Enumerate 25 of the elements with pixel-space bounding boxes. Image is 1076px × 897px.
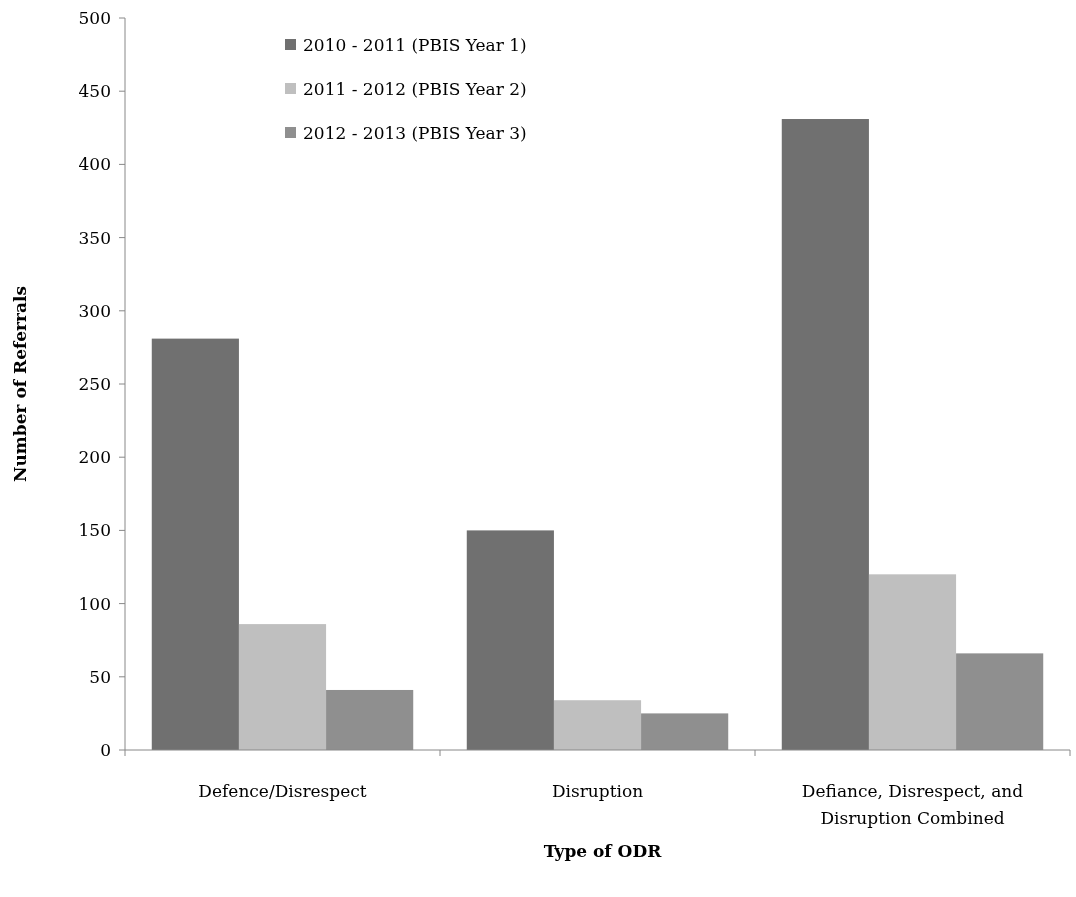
y-tick-label: 100 <box>78 593 111 614</box>
y-tick-label: 450 <box>78 81 111 102</box>
y-tick-label: 300 <box>78 300 111 321</box>
y-tick-label: 150 <box>78 520 111 541</box>
y-tick-label: 50 <box>89 666 111 687</box>
y-tick-label: 0 <box>100 739 111 760</box>
x-tick-label: Defiance, Disrespect, and Disruption Combined <box>801 781 1024 828</box>
y-tick-label: 200 <box>78 447 111 468</box>
y-tick-label: 500 <box>78 7 111 28</box>
x-tick-label: Defence/Disrespect <box>198 781 367 801</box>
y-tick-label: 400 <box>78 154 111 175</box>
x-axis-title: Type of ODR <box>543 841 663 861</box>
bar <box>238 624 327 750</box>
bar <box>781 119 869 750</box>
y-axis-title: Number of Referrals <box>10 285 30 483</box>
legend-label: 2010 - 2011 (PBIS Year 1) <box>303 34 527 55</box>
y-tick-label: 250 <box>78 373 111 394</box>
bar <box>151 338 239 750</box>
legend-label: 2011 - 2012 (PBIS Year 2) <box>303 78 527 99</box>
y-tick-label: 350 <box>78 227 111 248</box>
bar <box>868 574 957 750</box>
bar <box>466 530 554 750</box>
x-tick-label: Disruption <box>551 781 644 801</box>
legend-label: 2012 - 2013 (PBIS Year 3) <box>303 122 527 143</box>
bar <box>553 700 642 750</box>
